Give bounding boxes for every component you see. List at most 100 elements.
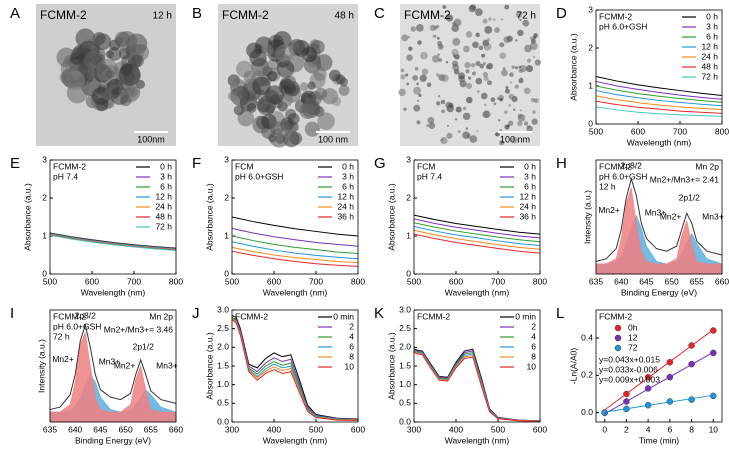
particle bbox=[472, 41, 479, 49]
legend-label: 3 h bbox=[706, 21, 718, 31]
particle bbox=[84, 50, 102, 69]
component-label: Mn2+ bbox=[598, 205, 620, 215]
legend-label: 0 h bbox=[342, 161, 354, 171]
x-tick-label: 655 bbox=[144, 424, 158, 434]
annotation: pH 7.4 bbox=[417, 171, 442, 181]
particle bbox=[504, 88, 510, 94]
legend-label: 12 h bbox=[701, 41, 718, 51]
legend-label: 6 h bbox=[706, 31, 718, 41]
particle bbox=[246, 103, 257, 113]
particle bbox=[419, 74, 427, 82]
x-tick-label: 700 bbox=[673, 126, 687, 136]
series-line bbox=[231, 241, 359, 260]
particle bbox=[275, 44, 294, 63]
y-tick-label: 3 bbox=[588, 4, 593, 14]
x-tick-label: 500 bbox=[309, 424, 323, 434]
annotation: FCM bbox=[235, 161, 253, 171]
y-tick-label: 3 bbox=[406, 154, 411, 164]
particle bbox=[465, 127, 469, 130]
particle bbox=[420, 51, 428, 60]
particle bbox=[265, 85, 285, 105]
y-tick-label: 1.5 bbox=[217, 360, 229, 370]
legend-label: 24 h bbox=[155, 201, 172, 211]
particle bbox=[413, 86, 422, 95]
particle bbox=[505, 86, 509, 90]
x-tick-label: 500 bbox=[407, 276, 421, 286]
peak-label: 2p3/2 bbox=[75, 310, 97, 320]
image-title: FCMM-2 bbox=[40, 8, 87, 22]
legend-label: 72 h bbox=[155, 221, 172, 231]
particle bbox=[427, 116, 435, 124]
y-tick-label: 1 bbox=[406, 230, 411, 240]
series-line bbox=[231, 250, 359, 267]
y-tick-label: 0.4 bbox=[581, 332, 593, 342]
particle bbox=[518, 68, 523, 73]
series-line bbox=[49, 232, 177, 250]
annotation: FCMM-2 bbox=[599, 161, 632, 171]
y-axis-label: Absorbance (a.u.) bbox=[568, 33, 578, 101]
particle bbox=[499, 140, 505, 146]
particle bbox=[526, 125, 533, 133]
particle bbox=[475, 60, 481, 67]
x-tick-label: 655 bbox=[690, 276, 704, 286]
x-tick-label: 800 bbox=[715, 126, 729, 136]
x-axis-label: Wavelength (nm) bbox=[263, 287, 328, 297]
x-tick-label: 800 bbox=[351, 276, 365, 286]
y-axis-label: Intensity (a.u.) bbox=[36, 339, 46, 393]
component-label: Mn2+ bbox=[52, 354, 74, 364]
particle bbox=[470, 63, 476, 68]
particle bbox=[270, 121, 284, 136]
particle bbox=[437, 53, 440, 56]
particle bbox=[465, 31, 473, 38]
component-label: Mn2+ bbox=[114, 360, 136, 370]
y-axis-label: Absorbance (a.u.) bbox=[386, 183, 396, 251]
particle bbox=[451, 24, 460, 33]
particle bbox=[452, 37, 461, 46]
particle bbox=[451, 60, 458, 67]
particle bbox=[483, 42, 492, 51]
fit-equation: y=0.009x+0.003 bbox=[599, 374, 660, 384]
particle bbox=[416, 82, 419, 86]
fit-equation: y=0.043x+0.015 bbox=[599, 354, 660, 364]
particle bbox=[302, 104, 312, 114]
legend-label: 12 h bbox=[155, 191, 172, 201]
legend-label: 72 h bbox=[701, 71, 718, 81]
x-axis-label: Wavelength (nm) bbox=[627, 137, 692, 147]
x-tick-label: 6 bbox=[667, 424, 672, 434]
ratio: Mn2+/Mn3+= 2.41 bbox=[650, 174, 720, 184]
particle bbox=[435, 25, 440, 29]
particle bbox=[445, 60, 449, 64]
particle bbox=[439, 44, 444, 49]
panel-letter: B bbox=[192, 5, 202, 22]
data-point bbox=[688, 396, 695, 403]
fit-line bbox=[604, 329, 714, 411]
particle bbox=[107, 47, 122, 61]
particle bbox=[481, 53, 486, 58]
annotation: FCMM-2 bbox=[53, 311, 86, 321]
particle bbox=[454, 118, 458, 121]
series-line bbox=[49, 322, 177, 411]
particle bbox=[437, 94, 441, 98]
particle bbox=[504, 4, 510, 10]
legend-label: 0 h bbox=[160, 161, 172, 171]
legend-label: 10 bbox=[527, 361, 537, 371]
particle bbox=[495, 131, 500, 137]
particle bbox=[442, 5, 447, 9]
legend-label: 6 h bbox=[342, 181, 354, 191]
y-tick-label: 0.0 bbox=[217, 416, 229, 426]
particle bbox=[499, 52, 507, 59]
x-tick-label: 640 bbox=[68, 424, 82, 434]
particle bbox=[532, 110, 536, 114]
particle bbox=[494, 27, 500, 33]
ratio: Mn2+/Mn3+= 3.46 bbox=[104, 324, 174, 334]
particle bbox=[532, 36, 537, 40]
core-level: Mn 2p bbox=[149, 311, 173, 321]
legend-label: 8 bbox=[531, 351, 536, 361]
x-tick-label: 8 bbox=[689, 424, 694, 434]
particle bbox=[339, 77, 348, 87]
particle bbox=[462, 112, 471, 121]
particle bbox=[518, 65, 521, 69]
particle bbox=[474, 8, 483, 17]
particle bbox=[487, 38, 491, 41]
particle bbox=[421, 68, 429, 76]
